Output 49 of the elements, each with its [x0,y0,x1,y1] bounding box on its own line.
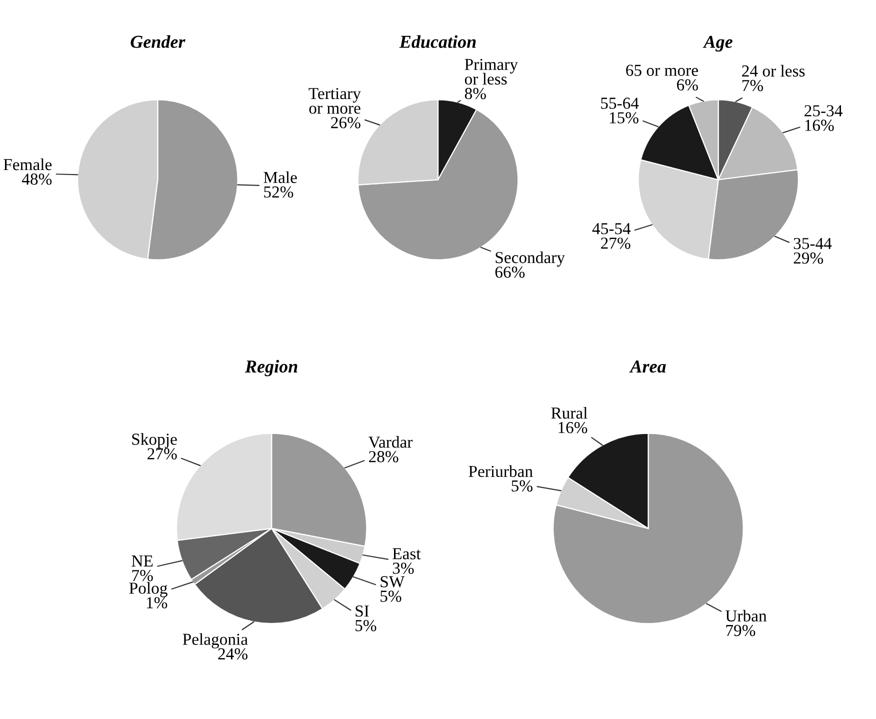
data-label: 28% [369,451,398,462]
slice-label: SW [380,576,405,588]
slice-label: Primary or less [464,58,518,85]
slice-label: 45-54 [592,223,631,234]
slice-label: Male [264,171,297,184]
slice-label: 65 or more [626,64,698,76]
chart-title: Gender [130,35,186,48]
slice-label: 24 or less [742,64,805,77]
data-label: 5% [356,620,376,632]
data-label: 27% [148,448,177,460]
data-label: 16% [805,120,834,131]
data-label: 15% [610,112,638,124]
slice-label: Polog [129,582,168,598]
data-label: 29% [794,252,824,264]
slice-label: 55-64 [601,98,639,109]
data-label: 48% [22,174,52,185]
data-label: 8% [464,88,486,100]
chart-title: Area [629,360,666,373]
data-label: 7% [132,570,153,582]
slice-label: SI [356,605,369,617]
chart-title: Age [702,36,732,52]
data-label: 7% [742,80,764,92]
data-label: 1% [146,597,168,608]
slice-label: Rural [551,406,588,419]
slice-label: Secondary [496,251,565,267]
data-label: 26% [331,117,360,128]
slice-label: Vardar [368,436,413,448]
slice-label: Tertiary or more [308,88,361,114]
slice-label: Pelagonia [182,633,248,648]
data-label: 79% [726,624,756,636]
data-label: 24% [218,648,248,660]
data-label: 5% [512,480,532,492]
slice-label: Urban [726,610,767,622]
slice-label: Skopje [132,433,177,448]
slice-label: 25-34 [804,105,842,116]
chart-title: Education [399,35,476,48]
data-label: 3% [392,562,414,574]
slice-label: Female [4,158,52,170]
slice-label: Periurban [468,465,533,478]
slice-label: 35-44 [794,238,832,250]
data-label: 5% [380,590,402,602]
slice-label: East [392,548,421,560]
chart-title: Region [244,360,298,376]
data-label: 52% [264,186,294,198]
data-label: 66% [495,266,525,278]
slice-label: NE [132,556,153,566]
data-label: 6% [677,79,698,91]
data-label: 16% [558,422,588,434]
data-label: 27% [601,238,630,249]
